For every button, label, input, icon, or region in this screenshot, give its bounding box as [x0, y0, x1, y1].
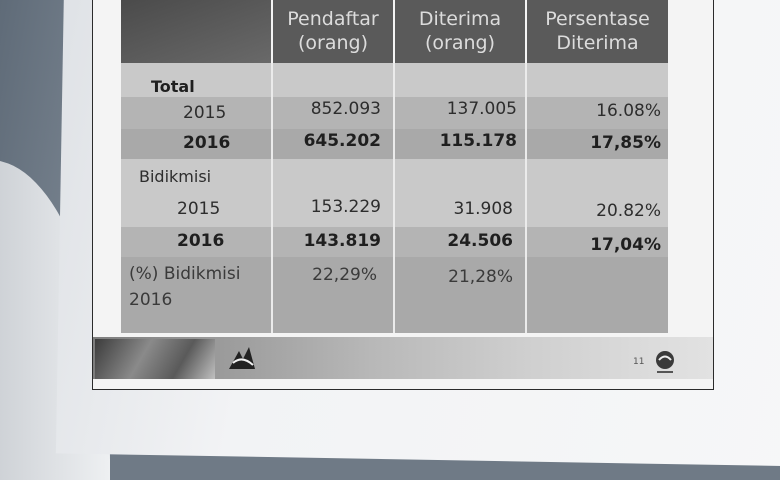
- summary-label-line2: 2016: [129, 290, 173, 310]
- corner-logo-icon: [656, 351, 674, 373]
- row-persentase: 16.08%: [596, 101, 661, 121]
- summary-pendaftar: 22,29%: [312, 265, 377, 285]
- page-number: 11: [633, 357, 645, 367]
- table-corner-header: [121, 0, 271, 67]
- header-persentase-line1: Persentase: [545, 8, 650, 30]
- row-persentase: 20.82%: [596, 201, 661, 221]
- header-pendaftar-line2: (orang): [297, 32, 368, 54]
- row-pendaftar: 143.819: [303, 231, 381, 251]
- summary-label: (%) Bidikmisi 2016: [129, 261, 240, 313]
- row-persentase: 17,04%: [590, 235, 661, 255]
- section-title-bidikmisi: Bidikmisi: [139, 167, 212, 186]
- summary-label-line1: (%) Bidikmisi: [129, 264, 241, 284]
- row-persentase: 17,85%: [590, 133, 661, 153]
- row-year: 2015: [177, 199, 221, 219]
- row-pendaftar: 645.202: [303, 131, 381, 151]
- data-table: Pendaftar (orang) Diterima (orang) Perse…: [121, 0, 668, 333]
- row-year: 2015: [183, 103, 227, 123]
- row-year: 2016: [177, 231, 225, 251]
- row-diterima: 31.908: [453, 199, 513, 219]
- row-diterima: 115.178: [439, 131, 517, 151]
- header-pendaftar: Pendaftar (orang): [273, 0, 393, 63]
- header-diterima-line1: Diterima: [418, 8, 502, 30]
- header-diterima: Diterima (orang): [395, 0, 525, 63]
- row-year: 2016: [183, 133, 231, 153]
- section-title-total: Total: [151, 77, 195, 96]
- header-diterima-line2: (orang): [424, 32, 495, 54]
- footer-photo: [95, 339, 215, 379]
- row-pendaftar: 153.229: [310, 197, 381, 217]
- row-diterima: 24.506: [447, 231, 513, 251]
- header-persentase: Persentase Diterima: [527, 0, 668, 63]
- slide: Pendaftar (orang) Diterima (orang) Perse…: [92, 0, 714, 390]
- column-divider: [271, 63, 273, 333]
- header-pendaftar-line1: Pendaftar: [287, 8, 379, 30]
- column-divider: [393, 63, 395, 333]
- row-pendaftar: 852.093: [310, 99, 381, 119]
- university-logo-icon: [229, 347, 255, 369]
- row-diterima: 137.005: [446, 99, 517, 119]
- summary-diterima: 21,28%: [448, 267, 513, 287]
- column-divider: [525, 63, 527, 333]
- header-persentase-line2: Diterima: [556, 32, 639, 54]
